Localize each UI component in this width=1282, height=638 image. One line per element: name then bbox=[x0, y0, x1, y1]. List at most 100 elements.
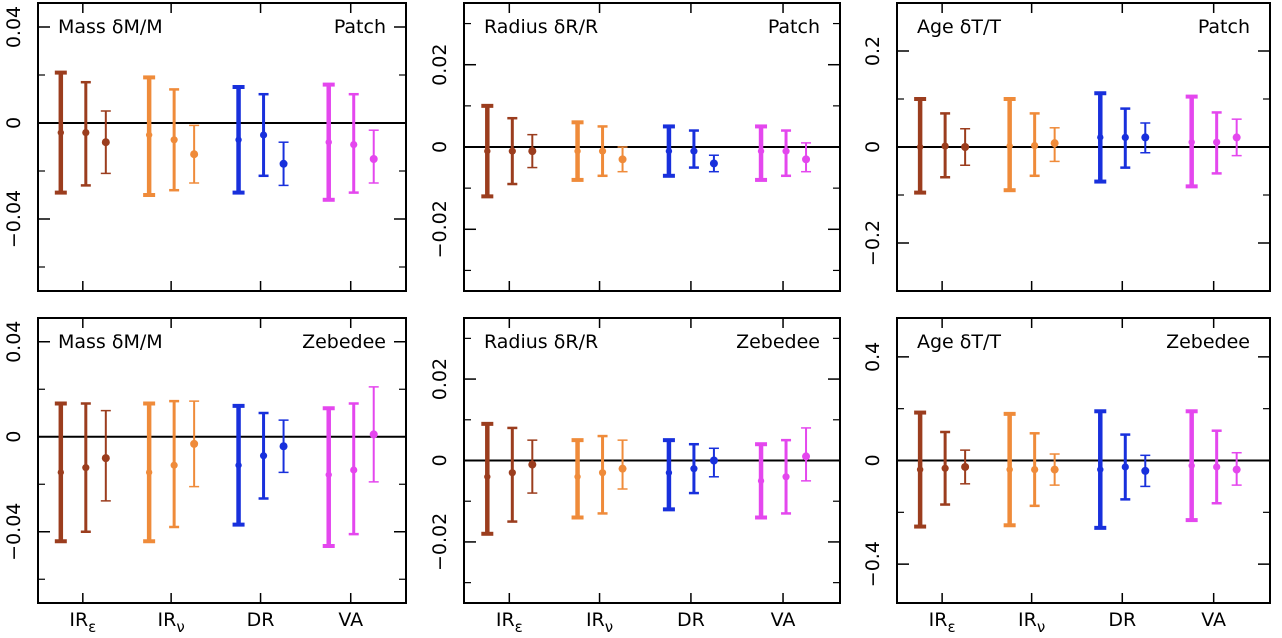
data-point bbox=[170, 461, 178, 469]
data-point bbox=[350, 466, 358, 474]
errorbar-point bbox=[278, 419, 289, 474]
errorbar-point bbox=[688, 442, 699, 495]
errorbar-point bbox=[755, 442, 768, 520]
errorbar-point bbox=[1094, 409, 1107, 530]
x-category-label: IRε bbox=[496, 609, 523, 636]
data-point bbox=[190, 439, 199, 448]
y-tick-label: 0 bbox=[862, 141, 884, 153]
x-category-label: VA bbox=[1201, 609, 1226, 631]
panel-age-zebedee: 0.4 0 −0.4 Age δT/T Zebedee IRε IRν DR VA bbox=[862, 317, 1271, 636]
y-tick-label: 0.04 bbox=[3, 321, 25, 363]
data-point bbox=[757, 477, 765, 485]
panel-quantity-label: Radius δR/R bbox=[484, 331, 598, 353]
errorbar-point bbox=[1120, 107, 1131, 169]
panel-model-label: Zebedee bbox=[1166, 331, 1250, 353]
data-point bbox=[484, 147, 491, 155]
panel-model-label: Patch bbox=[334, 16, 386, 38]
data-point bbox=[961, 143, 970, 151]
data-point bbox=[782, 473, 790, 481]
data-point bbox=[1141, 133, 1150, 142]
errorbar-point bbox=[100, 110, 111, 175]
data-point bbox=[369, 155, 378, 163]
errorbar-point bbox=[189, 400, 200, 488]
errorbar-point bbox=[1231, 451, 1242, 486]
x-category-label: VA bbox=[338, 609, 363, 631]
data-point bbox=[1188, 139, 1195, 146]
y-tick-label: 0.04 bbox=[3, 6, 25, 48]
errorbar-point bbox=[100, 409, 111, 502]
x-category-label: IRε bbox=[929, 609, 956, 636]
data-point bbox=[1213, 463, 1221, 471]
data-point bbox=[782, 147, 790, 155]
errorbar-point bbox=[688, 129, 699, 169]
data-point bbox=[802, 155, 811, 164]
data-point bbox=[598, 147, 607, 155]
y-tick-label: −0.2 bbox=[862, 220, 884, 266]
panel-frame bbox=[463, 2, 841, 292]
data-point bbox=[145, 469, 153, 476]
errorbar-point bbox=[1211, 111, 1222, 175]
errorbar-point bbox=[801, 142, 812, 173]
errorbar-point bbox=[940, 112, 951, 179]
data-point bbox=[350, 141, 358, 149]
x-category-label: DR bbox=[677, 609, 705, 631]
data-point bbox=[1031, 465, 1039, 474]
panel-model-label: Patch bbox=[1198, 16, 1250, 38]
data-point bbox=[757, 147, 765, 155]
data-point bbox=[170, 136, 178, 144]
data-point bbox=[101, 138, 110, 147]
errorbar-point bbox=[258, 411, 269, 500]
errorbar-point bbox=[348, 92, 359, 194]
data-point bbox=[279, 159, 288, 168]
panel-frame bbox=[37, 2, 407, 292]
errorbar-point bbox=[1003, 97, 1016, 193]
errorbar-point bbox=[232, 403, 245, 527]
data-point bbox=[916, 466, 924, 473]
errorbar-point bbox=[617, 146, 628, 173]
errorbar-point bbox=[1211, 429, 1222, 505]
errorbar-point bbox=[1049, 127, 1060, 163]
errorbar-point bbox=[189, 124, 200, 184]
data-point bbox=[665, 147, 673, 155]
errorbar-point bbox=[322, 406, 335, 548]
data-point bbox=[259, 452, 268, 460]
panel-frame bbox=[896, 2, 1271, 292]
data-point bbox=[709, 456, 718, 465]
errorbar-point bbox=[1029, 112, 1040, 178]
data-point bbox=[1121, 133, 1129, 141]
errorbar-point bbox=[348, 402, 359, 536]
errorbar-point bbox=[481, 103, 494, 199]
panel-model-label: Patch bbox=[768, 16, 820, 38]
data-point bbox=[916, 143, 924, 151]
errorbar-point bbox=[54, 401, 67, 544]
errorbar-point bbox=[708, 154, 719, 173]
errorbar-point bbox=[143, 401, 156, 544]
y-tick-label: 0 bbox=[3, 117, 25, 129]
y-tick-label: 0.4 bbox=[862, 342, 884, 372]
data-point bbox=[1188, 462, 1195, 469]
panel-quantity-label: Mass δM/M bbox=[58, 331, 163, 353]
errorbar-point bbox=[278, 141, 289, 187]
data-point bbox=[1031, 141, 1039, 150]
data-point bbox=[235, 462, 242, 469]
data-point bbox=[279, 442, 288, 451]
y-tick-label: −0.4 bbox=[862, 541, 884, 587]
data-point bbox=[598, 469, 607, 477]
errorbar-point bbox=[662, 124, 675, 178]
data-point bbox=[574, 473, 581, 480]
errorbar-point bbox=[662, 438, 675, 512]
errorbar-point bbox=[1029, 432, 1040, 508]
errorbar-point bbox=[368, 129, 379, 184]
data-point bbox=[101, 454, 110, 463]
panel-frame bbox=[37, 317, 407, 604]
errorbar-point bbox=[755, 124, 768, 182]
y-tick-label: 0.02 bbox=[429, 44, 451, 86]
y-tick-label: 0 bbox=[862, 454, 884, 466]
data-point bbox=[1006, 142, 1013, 150]
panel-quantity-label: Age δT/T bbox=[917, 331, 1001, 353]
y-tick-label: −0.04 bbox=[3, 503, 25, 561]
errorbar-point bbox=[617, 439, 628, 490]
x-category-label: IRν bbox=[1018, 609, 1045, 636]
data-point bbox=[145, 131, 153, 139]
